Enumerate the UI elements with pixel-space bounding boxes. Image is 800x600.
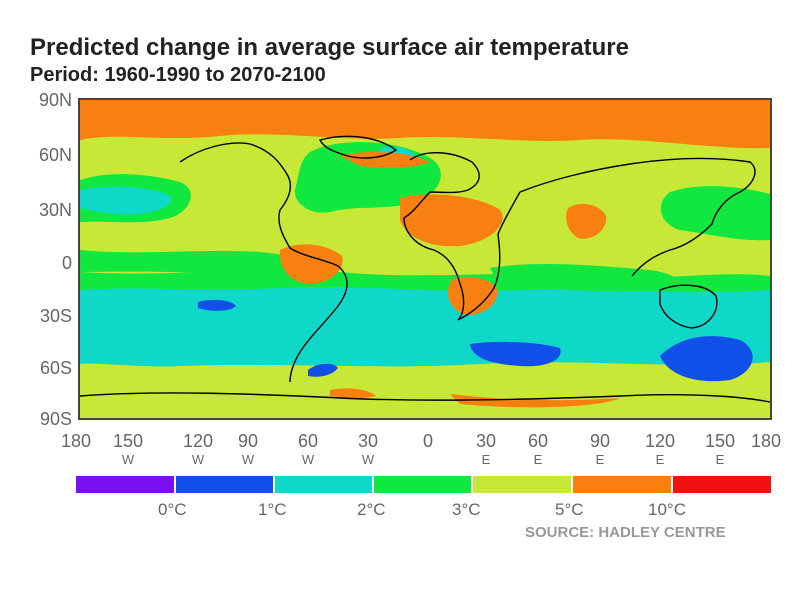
africa-europe-coastline bbox=[403, 152, 521, 321]
legend-label-0c: 0°C bbox=[158, 500, 187, 519]
y-tick-30s: 30S bbox=[39, 306, 72, 326]
x-tick-90e: 90 E bbox=[589, 431, 611, 467]
x-tick-90w: 90 W bbox=[237, 431, 259, 467]
americas-coastline bbox=[179, 142, 348, 383]
west-pacific-2-3-region bbox=[660, 186, 770, 241]
x-tick-150e: 150 E bbox=[704, 431, 736, 467]
x-tick-180e: 180 bbox=[750, 431, 782, 451]
y-tick-0: 0 bbox=[61, 253, 72, 273]
chart-title: Predicted change in average surface air … bbox=[30, 34, 629, 61]
arctic-5-10-band bbox=[80, 100, 770, 149]
x-tick-0: 0 bbox=[422, 431, 433, 451]
y-tick-30n: 30N bbox=[38, 200, 72, 220]
southern-ocean-1-2-band bbox=[80, 276, 770, 367]
legend-swatch-1-2 bbox=[275, 476, 372, 493]
asia-coastline bbox=[519, 157, 756, 277]
x-tick-30e: 30 E bbox=[475, 431, 497, 467]
x-tick-120e: 120 E bbox=[644, 431, 676, 467]
x-tick-120w: 120 W bbox=[182, 431, 214, 467]
y-tick-60n: 60N bbox=[38, 145, 72, 165]
x-tick-60w: 60 W bbox=[297, 431, 319, 467]
legend-swatch-0-1 bbox=[176, 476, 273, 493]
coastlines bbox=[80, 135, 770, 403]
temperature-map bbox=[78, 98, 772, 420]
chart-subtitle: Period: 1960-1990 to 2070-2100 bbox=[30, 64, 326, 86]
map-graphic bbox=[80, 100, 770, 418]
x-tick-180w: 180 bbox=[60, 431, 92, 451]
legend-label-1c: 1°C bbox=[258, 500, 287, 519]
south-asia-5-10-region bbox=[566, 203, 607, 239]
tropical-east-pacific-2-3-region bbox=[80, 250, 308, 274]
greenland-coastline bbox=[318, 135, 398, 159]
sahara-5-10-region bbox=[400, 194, 503, 247]
southern-indian-0-1-patch bbox=[660, 336, 753, 382]
south-pacific-0-1-patch bbox=[198, 299, 236, 311]
legend-label-2c: 2°C bbox=[357, 500, 386, 519]
y-tick-90n: 90N bbox=[38, 90, 72, 110]
y-tick-90s: 90S bbox=[39, 409, 72, 429]
legend-label-5c: 5°C bbox=[555, 500, 584, 519]
indian-ocean-2-3-region bbox=[490, 264, 679, 292]
weddell-5-10-region bbox=[330, 388, 376, 399]
legend-swatch-below-0 bbox=[76, 476, 174, 493]
north-pacific-1-2-region bbox=[80, 186, 172, 215]
x-tick-60e: 60 E bbox=[527, 431, 549, 467]
x-tick-30w: 30 W bbox=[357, 431, 379, 467]
drake-passage-0-1-patch bbox=[308, 363, 338, 377]
x-tick-150w: 150 W bbox=[112, 431, 144, 467]
greenland-5-10-region bbox=[340, 151, 430, 168]
legend-swatch-3-5 bbox=[473, 476, 571, 493]
antarctica-5-10-region bbox=[450, 394, 620, 408]
amazon-5-10-region bbox=[279, 244, 343, 284]
source-credit: SOURCE: HADLEY CENTRE bbox=[525, 524, 726, 541]
y-tick-60s: 60S bbox=[39, 358, 72, 378]
legend-swatch-above-10 bbox=[673, 476, 771, 493]
australia-coastline bbox=[659, 284, 718, 329]
south-atlantic-0-1-patch bbox=[470, 341, 561, 367]
antarctica-coastline bbox=[80, 392, 770, 403]
legend-swatch-2-3 bbox=[374, 476, 471, 493]
legend-swatch-5-10 bbox=[573, 476, 671, 493]
legend-label-10c: 10°C bbox=[648, 500, 686, 519]
legend-label-3c: 3°C bbox=[452, 500, 481, 519]
